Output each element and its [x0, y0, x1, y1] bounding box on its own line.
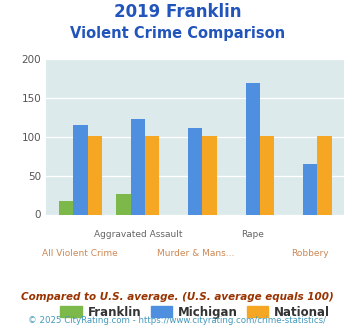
Text: Compared to U.S. average. (U.S. average equals 100): Compared to U.S. average. (U.S. average … — [21, 292, 334, 302]
Bar — [317, 136, 332, 214]
Bar — [145, 136, 159, 214]
Text: Murder & Mans...: Murder & Mans... — [157, 248, 234, 258]
Bar — [303, 164, 317, 214]
Bar — [131, 119, 145, 214]
Bar — [73, 124, 88, 214]
Text: © 2025 CityRating.com - https://www.cityrating.com/crime-statistics/: © 2025 CityRating.com - https://www.city… — [28, 316, 327, 325]
Legend: Franklin, Michigan, National: Franklin, Michigan, National — [56, 301, 335, 323]
Bar — [202, 136, 217, 214]
Text: All Violent Crime: All Violent Crime — [43, 248, 118, 258]
Bar — [59, 201, 73, 214]
Bar — [188, 128, 202, 214]
Text: Aggravated Assault: Aggravated Assault — [94, 230, 182, 239]
Text: Robbery: Robbery — [291, 248, 329, 258]
Bar — [246, 83, 260, 214]
Bar — [116, 194, 131, 214]
Bar — [88, 136, 102, 214]
Text: Rape: Rape — [241, 230, 264, 239]
Text: Violent Crime Comparison: Violent Crime Comparison — [70, 26, 285, 41]
Bar — [260, 136, 274, 214]
Text: 2019 Franklin: 2019 Franklin — [114, 3, 241, 21]
